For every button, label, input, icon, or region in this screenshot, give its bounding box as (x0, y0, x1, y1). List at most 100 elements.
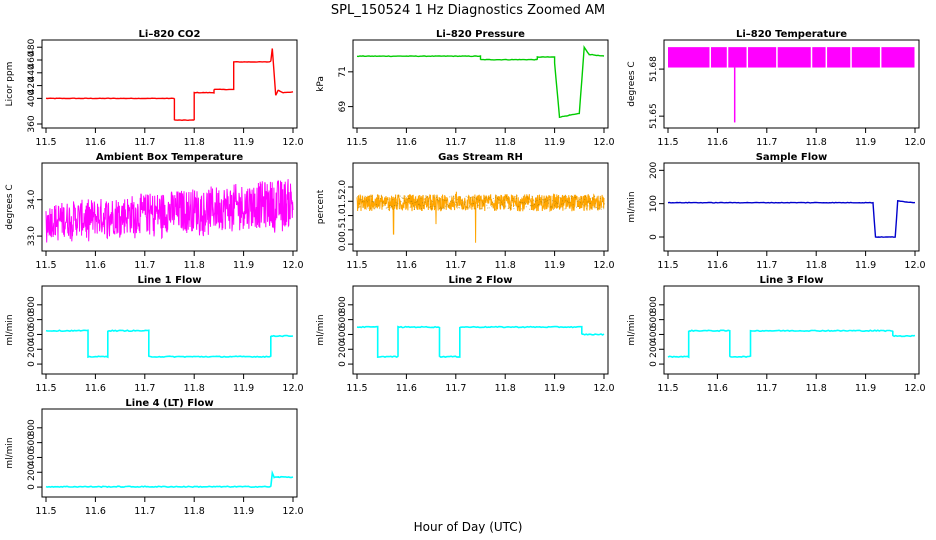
x-tick-label: 11.7 (756, 260, 777, 271)
y-tick-label: 0 (27, 361, 37, 367)
y-tick-label: 51.65 (649, 103, 659, 129)
panel-title: Ambient Box Temperature (96, 152, 243, 163)
y-tick-label: 400 (338, 326, 348, 343)
series-line (356, 45, 605, 119)
panel-ylabel: ml/min (627, 314, 637, 345)
x-tick-label: 11.8 (184, 506, 205, 517)
x-tick-label: 11.6 (707, 260, 728, 271)
x-tick-label: 11.9 (233, 506, 254, 517)
y-tick-label: 200 (27, 463, 37, 480)
x-tick-label: 11.7 (445, 383, 466, 394)
x-tick-label: 11.6 (85, 260, 106, 271)
y-tick-label: 600 (27, 311, 37, 328)
series-line (45, 469, 294, 489)
y-tick-label: 71 (338, 66, 348, 77)
temperature-band (851, 47, 880, 68)
x-tick-label: 11.9 (233, 137, 254, 148)
x-tick-label: 11.8 (184, 383, 205, 394)
x-tick-label: 11.7 (134, 383, 155, 394)
plot-frame (41, 285, 298, 375)
x-tick-label: 11.5 (35, 506, 56, 517)
temperature-band (881, 47, 915, 68)
plot-frame (352, 39, 609, 129)
x-tick-label: 11.7 (756, 383, 777, 394)
y-tick-label: 69 (338, 101, 348, 113)
panel-ylabel: kPa (316, 76, 326, 92)
x-tick-label: 11.8 (495, 383, 516, 394)
panel-9: Line 4 (LT) Flow ml/min 11.5 11.6 11.7 11.8 11… (5, 398, 304, 517)
x-tick-label: 11.9 (544, 260, 565, 271)
figure-xlabel: Hour of Day (UTC) (414, 520, 523, 534)
x-tick-label: 12.0 (282, 383, 303, 394)
panel-data (45, 179, 294, 243)
y-tick-label: 1.5 (338, 194, 348, 208)
panel-ylabel: ml/min (5, 314, 15, 345)
panel-ylabel: degrees C (627, 61, 637, 106)
x-tick-label: 11.5 (657, 137, 678, 148)
plot-frame (352, 162, 609, 252)
temperature-band (827, 47, 851, 68)
y-tick-label: 360 (27, 115, 37, 132)
y-tick-label: 600 (338, 311, 348, 328)
x-tick-label: 11.6 (396, 383, 417, 394)
panel-3: Ambient Box Temperature degrees C 11.5 11.6… (5, 152, 304, 271)
panel-title: Line 4 (LT) Flow (125, 398, 213, 409)
y-tick-label: 400 (27, 326, 37, 343)
series-texture (357, 195, 605, 210)
panel-8: Line 3 Flow ml/min 11.5 11.6 11.7 11.8 11.9 12.… (627, 275, 926, 394)
panel-title: Li–820 CO2 (139, 29, 201, 40)
panel-title: Line 1 Flow (138, 275, 202, 286)
x-tick-label: 11.8 (806, 260, 827, 271)
panel-data (45, 48, 294, 122)
y-tick-label: 440 (27, 64, 37, 81)
x-tick-label: 11.5 (657, 383, 678, 394)
panel-ylabel: percent (316, 189, 326, 224)
x-tick-label: 12.0 (593, 137, 614, 148)
panel-data (667, 200, 916, 238)
x-tick-label: 11.9 (544, 383, 565, 394)
x-tick-label: 11.6 (707, 137, 728, 148)
panel-ylabel: ml/min (316, 314, 326, 345)
y-tick-label: 480 (27, 38, 37, 55)
x-tick-label: 11.8 (184, 137, 205, 148)
y-tick-label: 34.0 (27, 189, 37, 209)
panel-5: Sample Flow ml/min 11.5 11.6 11.7 11.8 11.9 12.… (627, 152, 926, 271)
y-tick-label: 0.5 (338, 223, 348, 237)
x-tick-label: 12.0 (282, 137, 303, 148)
series-line (667, 329, 916, 359)
x-tick-label: 11.8 (806, 137, 827, 148)
temperature-band (777, 47, 811, 68)
series-line (356, 191, 605, 243)
panel-1: Li–820 Pressure kPa 11.5 11.6 11.7 11.8 11.9 12… (316, 29, 615, 148)
y-tick-label: 0 (338, 361, 348, 367)
x-tick-label: 11.9 (233, 383, 254, 394)
panel-data (356, 191, 605, 243)
series-line (667, 200, 916, 238)
plot-frame (41, 408, 298, 498)
y-tick-label: 0.0 (338, 237, 348, 252)
panel-data (356, 325, 605, 359)
y-tick-label: 33.0 (27, 226, 37, 246)
x-tick-label: 11.8 (495, 260, 516, 271)
x-tick-label: 11.6 (707, 383, 728, 394)
temperature-band (748, 47, 777, 68)
y-tick-label: 400 (27, 90, 37, 107)
panel-6: Line 1 Flow ml/min 11.5 11.6 11.7 11.8 11.9 12.… (5, 275, 304, 394)
x-tick-label: 11.5 (346, 383, 367, 394)
x-tick-label: 12.0 (593, 260, 614, 271)
y-tick-label: 51.68 (649, 56, 659, 82)
y-tick-label: 400 (649, 326, 659, 343)
plot-frame (41, 39, 298, 129)
y-tick-label: 800 (649, 296, 659, 313)
x-tick-label: 11.5 (35, 260, 56, 271)
temperature-band (668, 47, 710, 68)
y-tick-label: 460 (27, 51, 37, 68)
x-tick-label: 11.7 (445, 137, 466, 148)
y-tick-label: 0 (649, 361, 659, 367)
x-tick-label: 11.5 (35, 137, 56, 148)
panel-data (356, 45, 605, 119)
y-tick-label: 420 (27, 77, 37, 94)
panel-title: Li–820 Temperature (736, 29, 847, 40)
y-tick-label: 200 (649, 161, 659, 178)
